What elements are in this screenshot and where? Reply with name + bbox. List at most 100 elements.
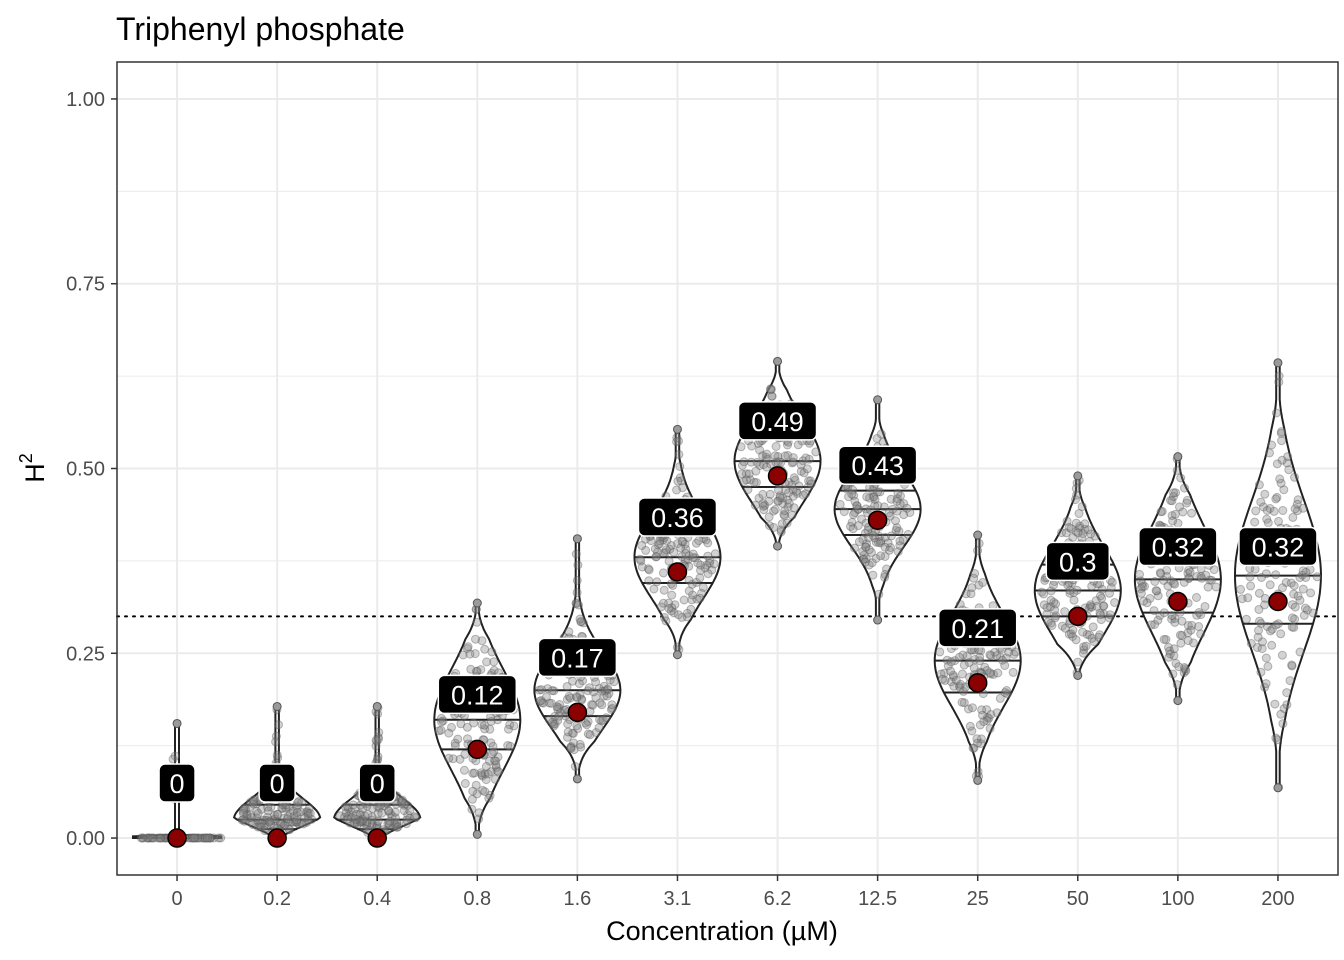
data-point	[202, 833, 212, 843]
data-point	[977, 705, 987, 715]
x-tick-label: 6.2	[764, 888, 792, 910]
data-point	[1272, 735, 1282, 745]
data-point	[563, 732, 572, 742]
data-point	[1061, 528, 1071, 538]
data-point	[1262, 514, 1272, 524]
data-point	[385, 820, 394, 830]
data-point	[1165, 649, 1175, 659]
data-point	[1097, 593, 1107, 603]
data-point	[670, 600, 680, 610]
data-point	[1135, 569, 1144, 579]
data-point	[710, 549, 720, 559]
data-point	[1293, 506, 1302, 516]
data-point	[436, 713, 446, 723]
data-point	[859, 555, 869, 564]
data-point	[765, 489, 775, 499]
data-point	[954, 652, 964, 662]
data-point	[637, 541, 647, 550]
data-point	[677, 612, 687, 622]
data-point	[206, 833, 216, 843]
data-point	[661, 545, 671, 555]
data-point	[373, 816, 383, 826]
data-point	[1071, 518, 1081, 528]
data-point	[481, 775, 491, 785]
data-point	[1287, 660, 1297, 670]
data-point	[489, 657, 499, 667]
data-point	[392, 819, 402, 829]
data-point	[355, 810, 365, 820]
data-point	[1211, 582, 1221, 592]
data-point	[583, 686, 593, 696]
extreme-point	[1173, 452, 1183, 462]
data-point	[788, 485, 798, 495]
data-point	[675, 462, 685, 471]
data-point	[290, 817, 300, 827]
data-point	[278, 803, 288, 813]
data-point	[1078, 529, 1088, 539]
data-point	[205, 833, 215, 843]
data-point	[262, 823, 271, 833]
data-point	[149, 833, 159, 843]
data-point	[955, 600, 965, 609]
data-point	[1060, 623, 1070, 633]
data-point	[880, 569, 890, 579]
data-point	[1071, 635, 1081, 645]
data-point	[591, 677, 601, 687]
data-point	[1256, 667, 1266, 677]
data-point	[867, 547, 876, 557]
data-point	[304, 804, 314, 814]
data-point	[804, 454, 814, 464]
data-point	[985, 650, 995, 660]
data-point	[491, 762, 501, 772]
data-point	[752, 457, 762, 467]
data-point	[594, 684, 604, 693]
data-point	[563, 727, 573, 737]
data-point	[739, 477, 749, 486]
data-point	[982, 713, 992, 723]
data-point	[1265, 580, 1275, 590]
data-point	[153, 833, 163, 843]
data-point	[342, 802, 352, 812]
data-point	[355, 809, 365, 819]
mean-point-100	[1168, 591, 1188, 612]
data-point	[572, 575, 582, 585]
data-point	[1095, 630, 1105, 640]
data-point	[1092, 601, 1102, 611]
data-point	[1179, 577, 1189, 587]
data-point	[198, 833, 208, 843]
data-point	[863, 525, 873, 535]
data-point	[796, 466, 806, 476]
data-point	[453, 734, 463, 744]
data-point	[1049, 597, 1059, 607]
data-point	[771, 457, 781, 467]
data-point	[868, 485, 878, 495]
data-point	[780, 506, 790, 516]
data-point	[1080, 519, 1090, 529]
data-point	[1011, 647, 1020, 657]
data-point	[601, 713, 611, 723]
data-point	[1065, 585, 1075, 595]
data-point	[278, 819, 288, 828]
data-point	[1251, 506, 1261, 516]
data-point	[1049, 580, 1058, 590]
data-point	[776, 527, 786, 537]
data-point	[566, 743, 576, 752]
data-point	[1062, 516, 1072, 526]
data-point	[1265, 504, 1275, 513]
data-point	[1137, 579, 1147, 589]
data-point	[1269, 506, 1279, 516]
data-point	[1250, 517, 1260, 527]
data-point	[781, 485, 791, 495]
data-point	[857, 514, 867, 524]
data-point	[668, 580, 678, 590]
data-point	[1306, 588, 1316, 598]
data-point	[659, 548, 669, 558]
data-point	[1186, 625, 1196, 635]
data-point	[686, 604, 696, 614]
data-point	[374, 727, 384, 737]
data-point	[345, 818, 355, 828]
data-point	[957, 669, 967, 679]
data-point	[766, 384, 776, 394]
data-point	[1176, 638, 1186, 648]
data-point	[742, 475, 751, 485]
